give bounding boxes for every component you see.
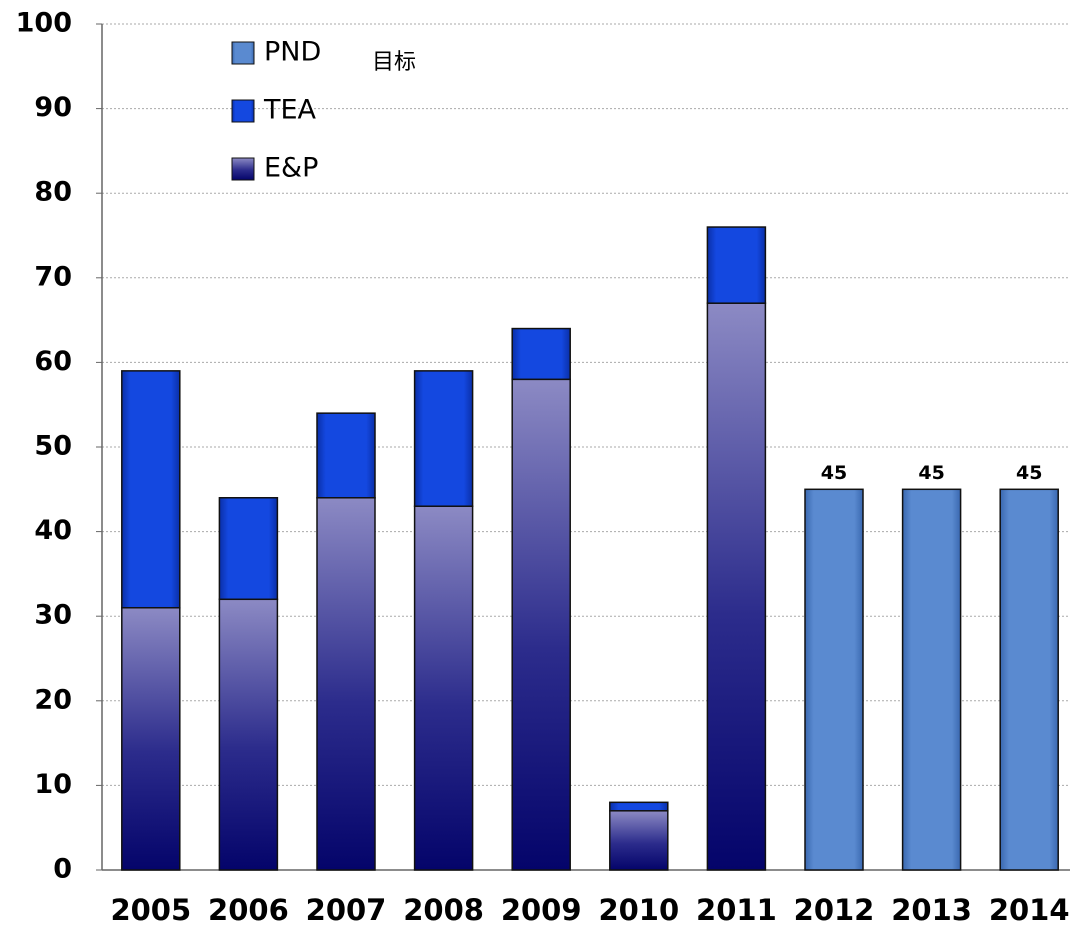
legend-swatch bbox=[231, 41, 255, 65]
bar-segment bbox=[999, 488, 1059, 871]
y-tick-label: 60 bbox=[34, 346, 72, 377]
y-tick-label: 30 bbox=[34, 600, 72, 631]
bar-segment bbox=[413, 505, 474, 871]
bar-segment bbox=[706, 226, 767, 304]
bar-segment bbox=[316, 412, 376, 499]
data-label: 45 bbox=[821, 462, 847, 484]
bar-segment bbox=[511, 378, 571, 871]
y-tick-label: 20 bbox=[34, 684, 72, 715]
bar-segment bbox=[511, 327, 571, 381]
bar-segment bbox=[413, 370, 474, 507]
y-tick-label: 100 bbox=[16, 8, 72, 39]
bar-segment bbox=[121, 606, 181, 871]
legend-label: TEA bbox=[263, 95, 317, 126]
legend-swatch bbox=[231, 99, 255, 123]
x-tick-label: 2006 bbox=[208, 893, 289, 927]
x-tick-label: 2005 bbox=[110, 893, 191, 927]
x-tick-label: 2009 bbox=[501, 893, 582, 927]
x-tick-label: 2014 bbox=[989, 893, 1070, 927]
data-label: 45 bbox=[1016, 462, 1042, 484]
legend-label: E&P bbox=[264, 153, 318, 184]
bar-segment bbox=[804, 488, 864, 871]
bar-segment bbox=[901, 488, 962, 871]
y-tick-label: 80 bbox=[34, 177, 72, 208]
y-tick-label: 40 bbox=[34, 515, 72, 546]
y-tick-label: 90 bbox=[34, 92, 72, 123]
legend-swatch bbox=[231, 157, 255, 181]
legend-label: PND bbox=[264, 37, 321, 68]
bar-segment bbox=[316, 497, 376, 871]
x-tick-label: 2011 bbox=[696, 893, 777, 927]
annotation: 目标 bbox=[372, 50, 416, 75]
x-tick-label: 2013 bbox=[891, 893, 972, 927]
bar-segment bbox=[121, 370, 181, 609]
x-tick-label: 2008 bbox=[403, 893, 484, 927]
x-tick-label: 2010 bbox=[598, 893, 679, 927]
bar-segment bbox=[218, 598, 279, 871]
bar-segment bbox=[218, 497, 279, 601]
y-tick-label: 50 bbox=[34, 431, 72, 462]
y-tick-label: 70 bbox=[34, 261, 72, 292]
bar-segment bbox=[609, 810, 669, 871]
bar-segment bbox=[706, 302, 767, 871]
y-tick-label: 10 bbox=[34, 769, 72, 800]
x-tick-label: 2007 bbox=[306, 893, 387, 927]
x-tick-label: 2012 bbox=[794, 893, 875, 927]
bar-segment bbox=[609, 801, 669, 812]
y-tick-label: 0 bbox=[53, 854, 72, 885]
data-label: 45 bbox=[918, 462, 944, 484]
